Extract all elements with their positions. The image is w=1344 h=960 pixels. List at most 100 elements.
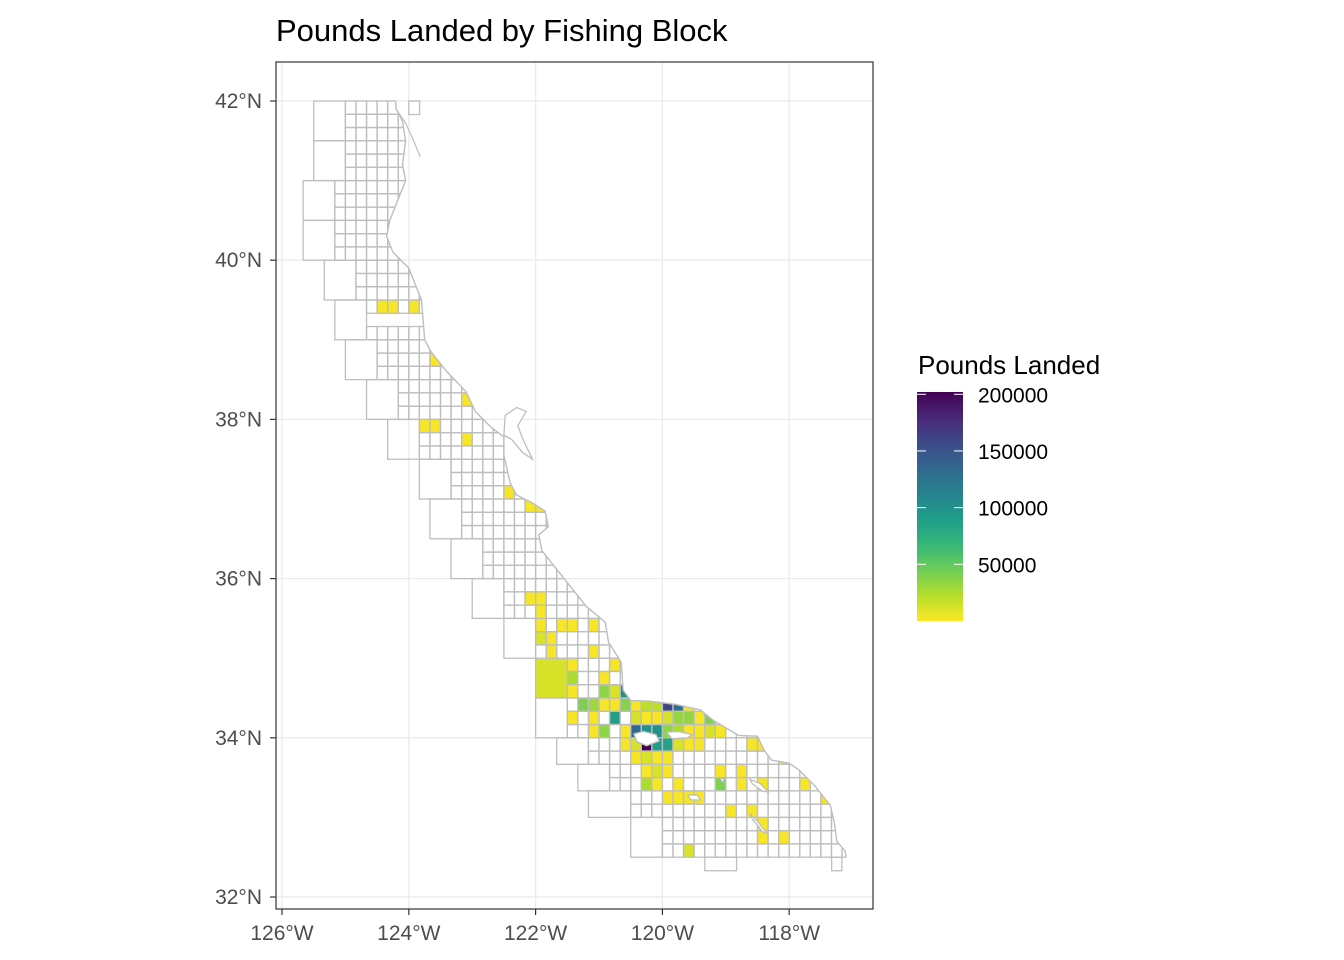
block bbox=[831, 856, 843, 872]
block-fill bbox=[609, 711, 621, 725]
x-tick-label: 126°W bbox=[250, 922, 313, 945]
block-fill bbox=[588, 618, 599, 632]
island bbox=[749, 812, 769, 835]
block-fill bbox=[620, 737, 631, 752]
block-fill bbox=[757, 830, 769, 844]
block-fill bbox=[683, 737, 695, 752]
block-fill bbox=[630, 737, 642, 752]
sf-bay-outline bbox=[503, 406, 535, 462]
block-fill bbox=[694, 737, 705, 752]
block-fill bbox=[567, 618, 578, 632]
block-fill bbox=[799, 777, 811, 791]
block-fill bbox=[630, 698, 642, 712]
legend-tick-label: 100000 bbox=[978, 498, 1048, 521]
block bbox=[704, 856, 738, 872]
block-fill bbox=[662, 711, 673, 725]
x-tick-label: 122°W bbox=[504, 922, 567, 945]
block-fill bbox=[377, 300, 388, 314]
block-fill bbox=[694, 724, 705, 738]
legend-tick-label: 150000 bbox=[978, 441, 1048, 464]
block-fill bbox=[546, 631, 557, 645]
block-fill bbox=[609, 658, 621, 672]
block-fill bbox=[746, 804, 758, 818]
block-fill bbox=[757, 817, 769, 831]
block-fill bbox=[672, 711, 684, 725]
x-tick-label: 124°W bbox=[377, 922, 440, 945]
block-fill bbox=[651, 777, 663, 791]
block-fill bbox=[567, 671, 578, 685]
block-fill bbox=[715, 724, 726, 738]
block-fill bbox=[683, 724, 695, 738]
block-fill bbox=[461, 432, 473, 446]
block-fill bbox=[651, 698, 663, 712]
block-fill bbox=[778, 830, 790, 844]
block-fill bbox=[641, 777, 652, 791]
legend-tick-label: 50000 bbox=[978, 554, 1036, 577]
legend-title: Pounds Landed bbox=[918, 350, 1100, 380]
block-fill bbox=[641, 764, 652, 778]
block-fill bbox=[588, 644, 599, 659]
block-fill bbox=[567, 711, 578, 725]
block-fill bbox=[736, 764, 747, 778]
block-fill bbox=[429, 353, 441, 367]
block-fill bbox=[694, 711, 705, 725]
block-fill bbox=[704, 724, 716, 738]
block-fill bbox=[599, 724, 610, 738]
block-fill bbox=[641, 751, 652, 765]
block-fill bbox=[599, 698, 610, 712]
block-fill bbox=[620, 724, 631, 738]
block-fill bbox=[662, 698, 673, 712]
island bbox=[686, 794, 702, 801]
y-tick-label: 42°N bbox=[215, 90, 262, 113]
block-fill bbox=[525, 499, 536, 513]
block-fill bbox=[588, 711, 599, 725]
block-fill bbox=[662, 764, 673, 778]
coastline-path bbox=[385, 100, 847, 858]
block-fill bbox=[651, 737, 663, 752]
x-tick-label: 120°W bbox=[631, 922, 694, 945]
block-fill bbox=[429, 419, 441, 433]
block-fill bbox=[599, 684, 610, 698]
large-block-fill bbox=[535, 658, 568, 698]
island bbox=[717, 776, 726, 784]
block-fill bbox=[641, 711, 652, 725]
river-path bbox=[395, 108, 421, 157]
block-fill bbox=[525, 591, 536, 606]
block-fill bbox=[746, 737, 758, 752]
block-fill bbox=[461, 392, 473, 407]
extra-blocks bbox=[408, 100, 843, 872]
block-fill bbox=[630, 751, 642, 765]
block-fill bbox=[715, 777, 726, 791]
block-fill bbox=[651, 764, 663, 778]
block-fill bbox=[609, 684, 621, 698]
chart-title: Pounds Landed by Fishing Block bbox=[276, 13, 728, 48]
block-fill bbox=[577, 698, 589, 712]
y-tick-label: 34°N bbox=[215, 727, 262, 750]
block-fill bbox=[588, 698, 599, 712]
block-fill bbox=[662, 737, 673, 752]
block-fill bbox=[609, 698, 621, 712]
block-fill bbox=[630, 724, 642, 738]
block bbox=[408, 100, 421, 116]
block-fill bbox=[567, 684, 578, 698]
block-fill bbox=[736, 777, 747, 791]
y-tick-label: 38°N bbox=[215, 408, 262, 431]
block-fill bbox=[556, 618, 568, 632]
block-fill bbox=[588, 724, 599, 738]
legend-colorbar bbox=[917, 392, 963, 621]
block-fill bbox=[599, 671, 610, 685]
plot-panel-background bbox=[276, 62, 873, 909]
block-fill bbox=[662, 790, 673, 805]
block-fill bbox=[683, 711, 695, 725]
block-fill bbox=[651, 724, 663, 738]
block-fill bbox=[725, 804, 737, 818]
block-fill bbox=[630, 711, 642, 725]
block-fill bbox=[662, 751, 673, 765]
block-fill bbox=[715, 764, 726, 778]
coastline bbox=[385, 100, 847, 858]
block-fill bbox=[641, 698, 652, 712]
legend-tick-label: 200000 bbox=[978, 384, 1048, 407]
block-fill bbox=[535, 618, 547, 632]
block-fill bbox=[620, 698, 631, 712]
